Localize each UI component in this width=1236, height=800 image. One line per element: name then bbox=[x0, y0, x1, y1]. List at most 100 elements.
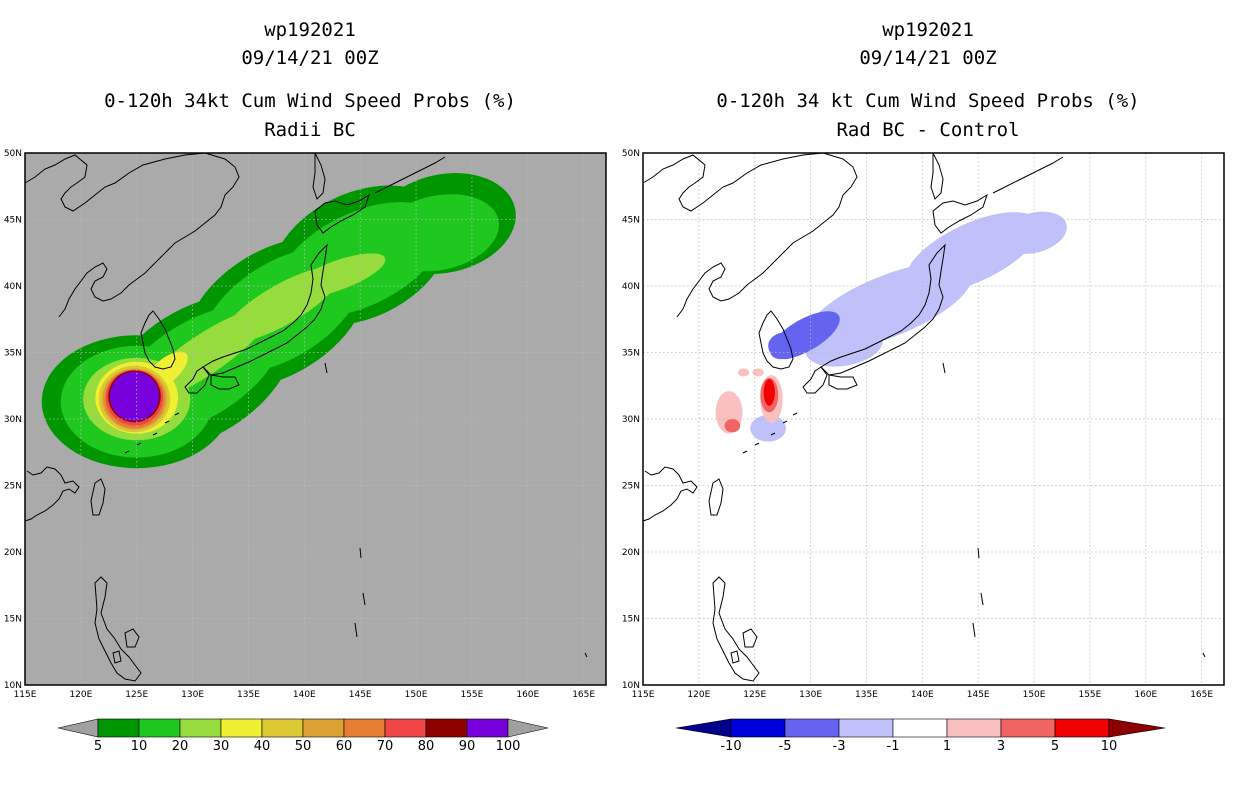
left-colorbar-label: 40 bbox=[254, 739, 271, 754]
left-lon-label: 160E bbox=[516, 690, 539, 700]
right-colorbar-swatch bbox=[730, 718, 786, 738]
left-colorbar-high-arrow bbox=[507, 718, 549, 738]
right-datetime: 09/14/21 00Z bbox=[859, 47, 997, 69]
left-lon-label: 135E bbox=[237, 690, 260, 700]
right-gridlines bbox=[643, 153, 1224, 685]
left-lon-label: 115E bbox=[14, 690, 37, 700]
left-contour-region bbox=[109, 371, 160, 421]
right-colorbar-swatch bbox=[1054, 718, 1110, 738]
left-datetime: 09/14/21 00Z bbox=[241, 47, 379, 69]
left-plot-subtitle: Radii BC bbox=[264, 119, 356, 141]
left-colorbar-swatch bbox=[138, 718, 181, 738]
right-colorbar-label: 10 bbox=[1101, 739, 1118, 754]
right-map-frame bbox=[642, 152, 1225, 686]
right-lon-label: 150E bbox=[1023, 690, 1046, 700]
left-colorbar-swatch bbox=[220, 718, 263, 738]
right-colorbar-low-arrow bbox=[675, 718, 732, 738]
right-lon-label: 155E bbox=[1078, 690, 1101, 700]
right-colorbar-swatch bbox=[1000, 718, 1056, 738]
right-lat-label: 25N bbox=[622, 482, 640, 492]
right-colorbar: -10 -5 -3 -1 1 3 5 10 bbox=[675, 718, 1166, 754]
right-lat-label: 50N bbox=[622, 149, 640, 159]
right-lat-label: 35N bbox=[622, 349, 640, 359]
left-lat-label: 25N bbox=[4, 482, 22, 492]
right-lon-label: 165E bbox=[1190, 690, 1213, 700]
right-lat-label: 10N bbox=[622, 681, 640, 691]
left-lat-label: 30N bbox=[4, 415, 22, 425]
right-lon-label: 130E bbox=[799, 690, 822, 700]
right-colorbar-swatch bbox=[784, 718, 840, 738]
left-colorbar-label: 10 bbox=[131, 739, 148, 754]
right-plot-title: 0-120h 34 kt Cum Wind Speed Probs (%) bbox=[716, 90, 1140, 112]
left-storm-id: wp192021 bbox=[264, 19, 356, 41]
left-lon-label: 130E bbox=[181, 690, 204, 700]
right-colorbar-label: 3 bbox=[997, 739, 1005, 754]
right-lat-label: 15N bbox=[622, 615, 640, 625]
left-lon-label: 165E bbox=[572, 690, 595, 700]
left-colorbar-swatch bbox=[343, 718, 386, 738]
left-lat-label: 50N bbox=[4, 149, 22, 159]
left-lon-label: 125E bbox=[125, 690, 148, 700]
left-lat-label: 20N bbox=[4, 548, 22, 558]
left-colorbar-low-arrow bbox=[57, 718, 99, 738]
right-lon-label: 115E bbox=[632, 690, 655, 700]
left-colorbar-label: 90 bbox=[459, 739, 476, 754]
left-lon-label: 120E bbox=[69, 690, 92, 700]
right-colorbar-label: 5 bbox=[1051, 739, 1059, 754]
right-lon-label: 140E bbox=[911, 690, 934, 700]
left-colorbar-label: 70 bbox=[377, 739, 394, 754]
right-contour-region bbox=[750, 415, 787, 442]
right-colorbar-label: 1 bbox=[943, 739, 951, 754]
left-lon-label: 155E bbox=[460, 690, 483, 700]
right-contour-region bbox=[752, 368, 764, 377]
left-colorbar-label: 100 bbox=[496, 739, 521, 754]
left-lon-label: 150E bbox=[405, 690, 428, 700]
right-lon-label: 145E bbox=[967, 690, 990, 700]
right-contour-region bbox=[763, 379, 775, 406]
left-axis-labels: 115E 120E 125E 130E 135E 140E 145E 150E 155E 160E… bbox=[4, 149, 596, 700]
left-colorbar-label: 50 bbox=[295, 739, 312, 754]
right-lon-label: 120E bbox=[687, 690, 710, 700]
left-colorbar-label: 20 bbox=[172, 739, 189, 754]
left-lat-label: 45N bbox=[4, 216, 22, 226]
left-contour-90 bbox=[109, 371, 160, 421]
left-contour-region bbox=[377, 194, 500, 272]
right-colorbar-swatch bbox=[838, 718, 894, 738]
left-map-frame bbox=[24, 152, 607, 686]
left-map: 115E 120E 125E 130E 135E 140E 145E 150E 155E 160E… bbox=[4, 149, 607, 700]
left-colorbar-swatch bbox=[384, 718, 427, 738]
left-colorbar-swatch bbox=[302, 718, 345, 738]
right-storm-id: wp192021 bbox=[882, 19, 974, 41]
left-colorbar-label: 60 bbox=[336, 739, 353, 754]
left-colorbar-swatch bbox=[97, 718, 140, 738]
right-axis-labels: 115E 120E 125E 130E 135E 140E 145E 150E 155E 160E… bbox=[622, 149, 1214, 700]
left-colorbar: 5 10 20 30 40 50 60 70 80 90 100 bbox=[57, 718, 549, 754]
left-colorbar-label: 80 bbox=[418, 739, 435, 754]
right-colorbar-swatch bbox=[946, 718, 1002, 738]
right-contour-region bbox=[1001, 211, 1067, 254]
left-colorbar-swatch bbox=[466, 718, 509, 738]
right-lon-label: 135E bbox=[855, 690, 878, 700]
right-lon-label: 125E bbox=[743, 690, 766, 700]
left-colorbar-swatch bbox=[425, 718, 468, 738]
right-lat-label: 40N bbox=[622, 282, 640, 292]
right-lat-label: 30N bbox=[622, 415, 640, 425]
left-gridlines bbox=[25, 153, 606, 685]
left-colorbar-label: 30 bbox=[213, 739, 230, 754]
left-lat-label: 35N bbox=[4, 349, 22, 359]
left-plot-title: 0-120h 34kt Cum Wind Speed Probs (%) bbox=[104, 90, 516, 112]
left-colorbar-swatch bbox=[261, 718, 304, 738]
right-map: 115E 120E 125E 130E 135E 140E 145E 150E 155E 160E… bbox=[622, 149, 1225, 700]
right-colorbar-label: -3 bbox=[833, 739, 846, 754]
right-colorbar-label: -10 bbox=[720, 739, 741, 754]
left-lon-label: 140E bbox=[293, 690, 316, 700]
right-contour-region bbox=[768, 332, 802, 360]
right-lat-label: 20N bbox=[622, 548, 640, 558]
right-colorbar-swatch bbox=[892, 718, 948, 738]
right-contour-region bbox=[737, 368, 750, 377]
left-colorbar-swatch bbox=[179, 718, 222, 738]
right-contour--3 bbox=[768, 311, 840, 360]
left-lon-label: 145E bbox=[349, 690, 372, 700]
right-contour-5 bbox=[763, 379, 775, 406]
